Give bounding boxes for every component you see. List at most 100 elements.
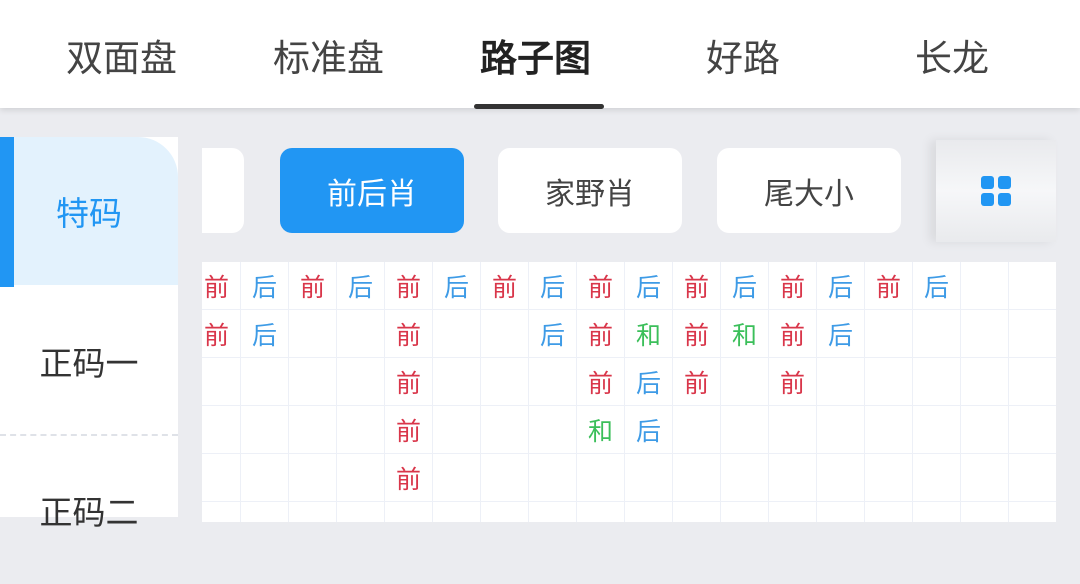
sidebar-item-tema[interactable]: 特码 bbox=[0, 137, 178, 287]
road-cell bbox=[481, 502, 529, 522]
road-cell bbox=[769, 502, 817, 522]
filter-qianhouxiao[interactable]: 前后肖 bbox=[280, 148, 464, 233]
road-cell bbox=[385, 502, 433, 522]
road-cell bbox=[673, 502, 721, 522]
road-cell bbox=[337, 502, 385, 522]
road-column: 前 bbox=[865, 262, 913, 522]
road-cell bbox=[337, 310, 385, 358]
road-cell bbox=[913, 502, 961, 522]
road-cell: 后 bbox=[337, 262, 385, 310]
grid-icon bbox=[981, 176, 1011, 206]
road-cell bbox=[913, 358, 961, 406]
road-cell bbox=[865, 406, 913, 454]
road-cell bbox=[202, 502, 241, 522]
road-cell bbox=[817, 454, 865, 502]
road-cell: 前 bbox=[385, 310, 433, 358]
road-column: 后和后后 bbox=[625, 262, 673, 522]
road-cell bbox=[241, 454, 289, 502]
road-cell bbox=[481, 454, 529, 502]
road-column: 前前前和 bbox=[577, 262, 625, 522]
road-cell bbox=[529, 454, 577, 502]
road-cell bbox=[241, 406, 289, 454]
road-cell bbox=[337, 406, 385, 454]
sidebar-item-label: 特码 bbox=[56, 194, 122, 233]
road-cell bbox=[961, 502, 1009, 522]
road-column bbox=[1009, 262, 1056, 522]
active-indicator bbox=[0, 137, 14, 287]
road-cell bbox=[289, 310, 337, 358]
road-cell: 后 bbox=[241, 262, 289, 310]
road-cell: 和 bbox=[625, 310, 673, 358]
road-column: 前 bbox=[289, 262, 337, 522]
road-cell: 前 bbox=[202, 262, 241, 310]
filter-button-hidden[interactable] bbox=[202, 148, 244, 233]
road-cell: 后 bbox=[817, 310, 865, 358]
road-cell bbox=[721, 502, 769, 522]
road-cell bbox=[913, 406, 961, 454]
road-cell bbox=[433, 358, 481, 406]
road-cell: 后 bbox=[913, 262, 961, 310]
road-cell bbox=[577, 502, 625, 522]
road-cell bbox=[202, 406, 241, 454]
road-cell: 前 bbox=[673, 358, 721, 406]
road-cell bbox=[481, 406, 529, 454]
road-cell bbox=[577, 454, 625, 502]
road-cell bbox=[865, 502, 913, 522]
road-column: 后 bbox=[433, 262, 481, 522]
road-cell bbox=[721, 454, 769, 502]
road-cell bbox=[529, 502, 577, 522]
road-column: 后 bbox=[913, 262, 961, 522]
road-cell bbox=[913, 454, 961, 502]
sidebar: 特码 正码一 正码二 bbox=[0, 137, 178, 532]
road-cell bbox=[241, 502, 289, 522]
top-tab-bar: 双面盘 标准盘 路子图 好路 长龙 bbox=[0, 0, 1080, 109]
road-column: 后后 bbox=[529, 262, 577, 522]
road-cell bbox=[673, 454, 721, 502]
road-cell bbox=[433, 502, 481, 522]
active-tab-indicator bbox=[474, 104, 604, 109]
road-cell: 后 bbox=[625, 262, 673, 310]
road-cell bbox=[961, 454, 1009, 502]
tab-changlong[interactable]: 长龙 bbox=[915, 37, 989, 80]
road-cell: 后 bbox=[529, 310, 577, 358]
road-cell: 前 bbox=[769, 358, 817, 406]
tab-biaozhunpan[interactable]: 标准盘 bbox=[273, 37, 384, 80]
road-cell bbox=[625, 454, 673, 502]
road-cell bbox=[769, 454, 817, 502]
road-cell: 前 bbox=[289, 262, 337, 310]
road-cell: 前 bbox=[577, 310, 625, 358]
road-grid: 前前后后前后前前前前前后前后后前前前和后和后后前前前后和前前前后后前后 bbox=[202, 262, 1056, 522]
road-cell: 和 bbox=[721, 310, 769, 358]
road-cell bbox=[337, 454, 385, 502]
road-cell: 和 bbox=[577, 406, 625, 454]
road-cell: 前 bbox=[481, 262, 529, 310]
sidebar-item-zhengma2[interactable]: 正码二 bbox=[0, 436, 178, 584]
road-cell bbox=[433, 454, 481, 502]
road-cell bbox=[865, 358, 913, 406]
road-cell bbox=[721, 406, 769, 454]
road-column: 前前前 bbox=[673, 262, 721, 522]
road-cell: 前 bbox=[385, 454, 433, 502]
tab-shuangmianpan[interactable]: 双面盘 bbox=[66, 37, 177, 80]
grid-view-button[interactable] bbox=[936, 140, 1056, 242]
road-column: 后后 bbox=[241, 262, 289, 522]
road-column: 前前 bbox=[202, 262, 241, 522]
road-column: 前前前前前 bbox=[385, 262, 433, 522]
road-cell bbox=[289, 358, 337, 406]
filter-weidaxiao[interactable]: 尾大小 bbox=[717, 148, 901, 233]
sidebar-item-zhengma1[interactable]: 正码一 bbox=[0, 287, 178, 435]
road-column: 后后 bbox=[817, 262, 865, 522]
road-cell bbox=[202, 454, 241, 502]
tab-haolu[interactable]: 好路 bbox=[706, 37, 780, 80]
road-cell: 前 bbox=[865, 262, 913, 310]
road-cell bbox=[433, 310, 481, 358]
tab-luzitu[interactable]: 路子图 bbox=[480, 37, 591, 80]
road-cell bbox=[817, 358, 865, 406]
road-cell bbox=[529, 358, 577, 406]
road-cell: 前 bbox=[673, 310, 721, 358]
road-cell: 前 bbox=[385, 358, 433, 406]
filter-jiayexiao[interactable]: 家野肖 bbox=[498, 148, 682, 233]
road-cell: 前 bbox=[577, 358, 625, 406]
road-column: 后和 bbox=[721, 262, 769, 522]
road-column: 后 bbox=[337, 262, 385, 522]
